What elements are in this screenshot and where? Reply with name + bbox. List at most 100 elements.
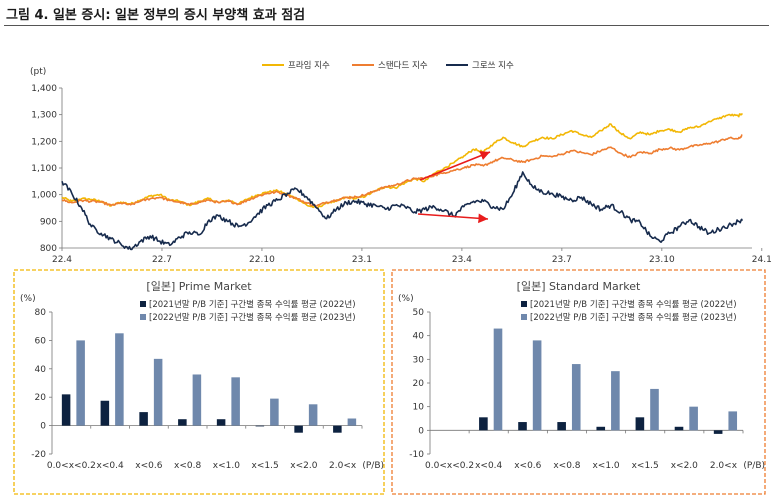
bar-category-label-2: 0.0<x<0.2 xyxy=(425,461,474,471)
bar-y-tick-label-2: 30 xyxy=(413,355,425,365)
line-chart-x-tick-label: 23.7 xyxy=(552,255,572,265)
bar-2023-2 xyxy=(611,371,620,431)
bar-2023-2 xyxy=(532,340,542,431)
bar-category-label-1: x<0.4 xyxy=(97,461,124,471)
bar-category-label-2: 2.0<x xyxy=(710,461,738,471)
bar-y-tick-label-2: 50 xyxy=(413,308,425,318)
line-chart-x-tick-label: 22.4 xyxy=(52,255,72,265)
bar-2022-1 xyxy=(294,425,303,433)
bar-category-label-2: x<0.8 xyxy=(553,461,580,471)
bar-category-label-2: x<0.4 xyxy=(475,461,502,471)
bar-legend-swatch-1 xyxy=(140,301,146,307)
bar-y-tick-label-1: 20 xyxy=(35,393,47,403)
bar-legend-swatch-2 xyxy=(521,301,527,307)
line-chart-x-tick-label: 23.10 xyxy=(649,255,675,265)
bar-category-label-1: x<0.8 xyxy=(174,461,201,471)
bar-x-unit-1: (P/B) xyxy=(362,461,384,471)
bar-category-label-1: 0.0<x<0.2 xyxy=(47,461,96,471)
bar-y-tick-label-1: 40 xyxy=(35,365,47,375)
bar-category-label-1: x<1.5 xyxy=(252,461,279,471)
line-series-standard xyxy=(61,134,743,207)
bar-2022-1 xyxy=(100,400,110,426)
bar-y-tick-label-1: 0 xyxy=(40,422,46,432)
line-chart-y-tick-label: 900 xyxy=(40,217,57,227)
bar-2022-2 xyxy=(518,422,527,431)
bar-2022-2 xyxy=(713,430,723,434)
bar-panel-border-2 xyxy=(391,269,766,495)
line-legend-label-standard: 스탠다드 지수 xyxy=(378,60,428,71)
line-chart-y-unit: (pt) xyxy=(30,67,46,77)
line-chart-y-tick-label: 800 xyxy=(40,244,57,254)
bar-category-label-2: x<1.0 xyxy=(592,461,619,471)
bar-category-label-1: x<2.0 xyxy=(290,461,317,471)
bar-x-unit-2: (P/B) xyxy=(743,461,765,471)
line-chart-x-tick-label: 22.7 xyxy=(152,255,172,265)
bar-y-unit-2: (%) xyxy=(398,294,414,304)
bar-2022-1 xyxy=(139,412,148,426)
bar-2023-2 xyxy=(650,388,659,431)
bar-y-tick-label-2: 0 xyxy=(418,426,424,436)
bar-panel-title-1: [일본] Prime Market xyxy=(146,279,252,293)
bar-2022-1 xyxy=(255,425,265,427)
bar-2023-1 xyxy=(153,358,163,426)
bar-2023-1 xyxy=(308,404,318,426)
bar-category-label-1: x<1.0 xyxy=(213,461,240,471)
bar-2022-1 xyxy=(178,419,187,426)
bar-legend-label-2: [2022년말 P/B 기준] 구간별 종목 수익률 평균 (2023년) xyxy=(530,312,737,323)
line-chart-y-tick-label: 1,400 xyxy=(31,84,57,94)
line-chart-x-tick-label: 23.1 xyxy=(352,255,372,265)
bar-category-label-1: x<0.6 xyxy=(135,461,162,471)
bar-2023-2 xyxy=(689,406,698,431)
bar-2022-2 xyxy=(635,417,645,431)
line-legend-label-growth: 그로쓰 지수 xyxy=(472,61,514,71)
bar-2022-1 xyxy=(333,425,342,433)
line-chart-y-tick-label: 1,200 xyxy=(31,137,57,147)
bar-category-label-1: 2.0<x xyxy=(329,461,357,471)
bar-panel-title-2: [일본] Standard Market xyxy=(517,279,641,293)
bar-legend-swatch-1 xyxy=(140,314,146,320)
line-chart-y-tick-label: 1,100 xyxy=(31,164,57,174)
bar-2022-2 xyxy=(557,422,566,431)
bar-y-tick-label-1: 80 xyxy=(35,308,47,318)
bar-2022-1 xyxy=(216,419,226,426)
line-series-growth xyxy=(61,171,743,251)
bar-2022-1 xyxy=(61,394,71,426)
bar-2023-2 xyxy=(728,411,738,431)
bar-2023-1 xyxy=(231,377,240,426)
bar-legend-label-2: [2021년말 P/B 기준] 구간별 종목 수익률 평균 (2022년) xyxy=(530,299,737,310)
bar-category-label-2: x<2.0 xyxy=(671,461,698,471)
bar-y-tick-label-1: 60 xyxy=(35,336,47,346)
bar-panel-border-1 xyxy=(13,269,385,495)
line-chart-y-tick-label: 1,300 xyxy=(31,111,57,121)
bar-2023-2 xyxy=(493,328,503,431)
bar-category-label-2: x<0.6 xyxy=(514,461,541,471)
bar-2022-2 xyxy=(479,417,488,431)
upward-arrow xyxy=(419,151,491,181)
bar-2023-1 xyxy=(270,398,279,426)
bar-y-tick-label-2: 10 xyxy=(413,403,425,413)
line-chart-x-tick-label: 23.4 xyxy=(452,255,472,265)
line-series-prime xyxy=(61,112,743,209)
line-legend-label-prime: 프라임 지수 xyxy=(288,60,330,71)
bar-y-tick-label-1: -20 xyxy=(31,450,46,460)
bar-2023-2 xyxy=(571,364,581,431)
bar-2022-2 xyxy=(674,426,684,431)
bar-2023-1 xyxy=(192,374,202,426)
bar-2023-1 xyxy=(115,333,124,426)
bar-legend-label-1: [2021년말 P/B 기준] 구간별 종목 수익률 평균 (2022년) xyxy=(149,299,356,310)
line-chart-x-tick-label: 24.1 xyxy=(752,255,772,265)
bar-y-unit-1: (%) xyxy=(20,294,36,304)
title-divider xyxy=(4,25,769,26)
bar-2022-2 xyxy=(596,426,606,431)
bar-legend-label-1: [2022년말 P/B 기준] 구간별 종목 수익률 평균 (2023년) xyxy=(149,312,356,323)
line-chart-y-tick-label: 1,000 xyxy=(31,191,57,201)
bar-y-tick-label-2: -10 xyxy=(409,450,424,460)
bar-2023-1 xyxy=(76,340,85,426)
bar-y-tick-label-2: 20 xyxy=(413,379,425,389)
line-chart-x-tick-label: 22.10 xyxy=(249,255,275,265)
bar-2023-1 xyxy=(347,418,357,426)
bar-category-label-2: x<1.5 xyxy=(632,461,659,471)
figure-title: 그림 4. 일본 증시: 일본 정부의 증시 부양책 효과 점검 xyxy=(6,8,306,23)
bar-legend-swatch-2 xyxy=(521,314,527,320)
